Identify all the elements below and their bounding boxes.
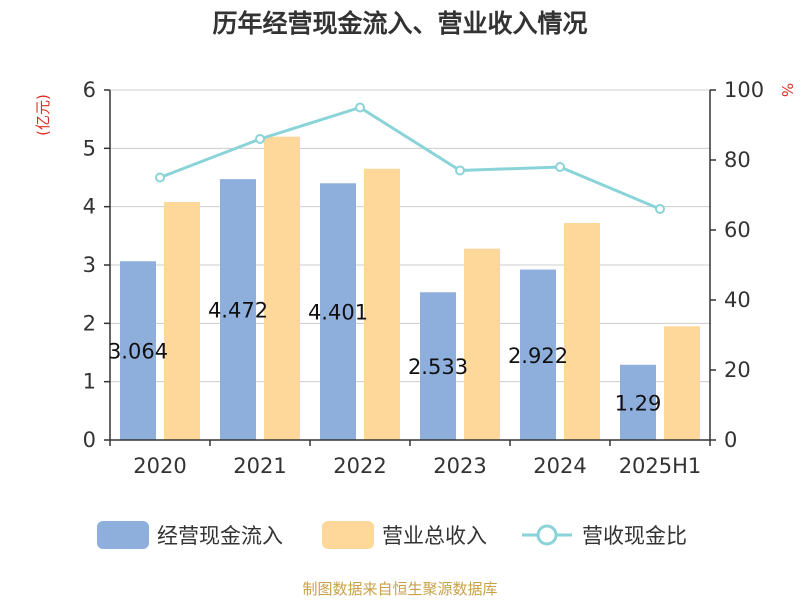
chart-title: 历年经营现金流入、营业收入情况 [212,9,587,38]
data-label-cash-inflow: 2.922 [508,344,568,368]
y-left-tick-label: 3 [83,253,96,277]
data-label-cash-inflow: 4.401 [308,301,368,325]
legend-item-ratio[interactable]: 营收现金比 [522,524,687,548]
point-ratio[interactable] [455,165,465,176]
bar-cash-inflow[interactable] [520,269,556,440]
y-left-tick-label: 2 [83,311,96,335]
y-left-tick-label: 6 [83,78,96,102]
point-ratio[interactable] [555,162,565,172]
legend-label-ratio: 营收现金比 [582,524,687,548]
legend-swatch-revenue [322,521,374,549]
x-tick-label: 2020 [133,454,186,478]
line-series [155,102,665,214]
point-ratio[interactable] [155,172,165,183]
bar-cash-inflow[interactable] [220,179,256,440]
grid-lines [110,89,710,383]
x-tick-label: 2021 [233,454,286,478]
bar-revenue[interactable] [264,136,300,440]
bar-cash-inflow[interactable] [620,364,656,440]
legend: 经营现金流入 营业总收入 营收现金比 [97,521,687,549]
x-tick-label: 2023 [433,454,486,478]
y-left-tick-label: 1 [83,370,96,394]
legend-swatch-ratio-marker [536,524,558,546]
y-right-tick-label: 80 [724,148,751,172]
bars [120,136,700,440]
x-tick-label: 2024 [533,454,586,478]
y-left-tick-label: 0 [83,428,96,452]
y-right-tick-label: 20 [724,358,751,382]
bar-revenue[interactable] [664,326,700,440]
y-left-tick-label: 4 [83,195,96,219]
y-left-unit: (亿元) [34,94,52,136]
legend-label-cash-inflow: 经营现金流入 [157,524,283,548]
y-right-tick-label: 60 [724,218,751,242]
legend-item-revenue[interactable]: 营业总收入 [322,521,487,549]
data-label-cash-inflow: 1.29 [615,391,662,415]
data-label-cash-inflow: 4.472 [208,299,268,323]
bar-cash-inflow[interactable] [320,183,356,440]
bar-revenue[interactable] [364,168,400,440]
source-note: 制图数据来自恒生聚源数据库 [302,580,497,598]
legend-swatch-cash-inflow [97,521,149,549]
y-right-tick-label: 100 [724,78,764,102]
bar-revenue[interactable] [464,248,500,440]
x-tick-label: 2025H1 [619,454,702,478]
point-ratio[interactable] [655,204,665,214]
point-ratio[interactable] [355,102,365,113]
y-right-unit: % [778,83,796,97]
line-ratio [159,105,661,211]
bar-cash-inflow[interactable] [120,261,156,440]
y-right-tick-label: 0 [724,428,737,452]
point-ratio[interactable] [255,134,265,144]
x-tick-label: 2022 [333,454,386,478]
bar-revenue[interactable] [564,223,600,440]
bar-cash-inflow[interactable] [420,292,456,440]
legend-label-revenue: 营业总收入 [382,524,487,548]
legend-item-cash-inflow[interactable]: 经营现金流入 [97,521,283,549]
bar-revenue[interactable] [164,202,200,440]
y-left-tick-label: 5 [83,136,96,160]
data-label-cash-inflow: 2.533 [408,355,468,379]
data-label-cash-inflow: 3.064 [108,340,168,364]
data-labels: 3.064 4.472 4.401 2.533 2.922 1.29 [108,299,661,416]
y-right-tick-label: 40 [724,288,751,312]
